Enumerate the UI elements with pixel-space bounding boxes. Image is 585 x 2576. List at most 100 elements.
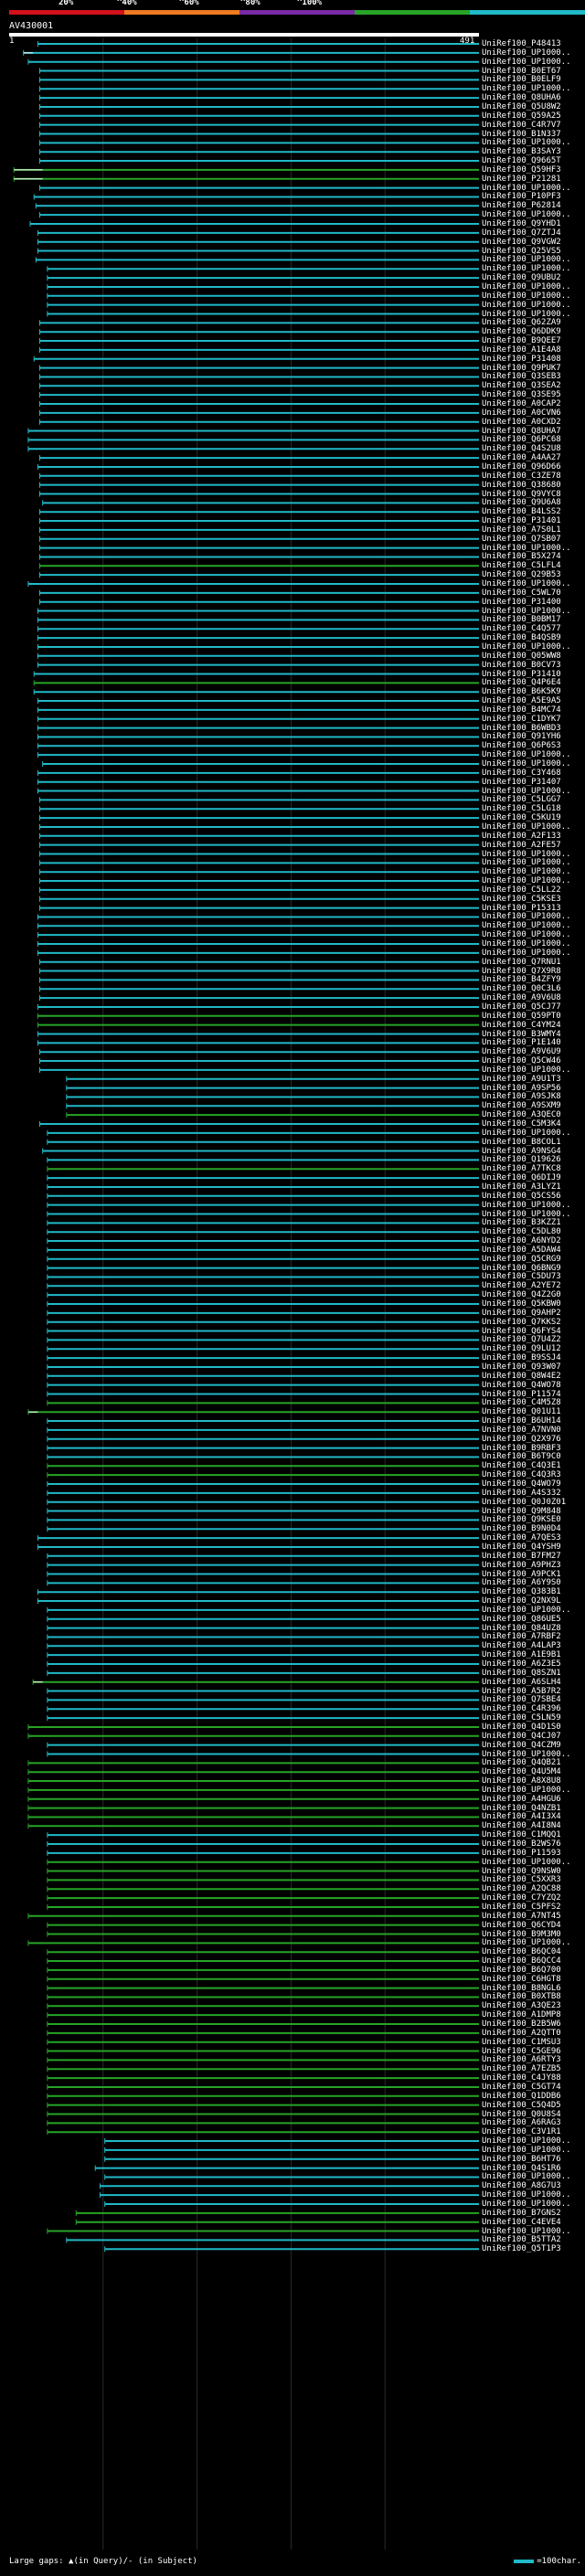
hit-track[interactable]: [38, 77, 479, 83]
hit-label[interactable]: UniRef100_UP1000..: [482, 948, 571, 958]
hit-label[interactable]: UniRef100_Q9665T: [482, 156, 561, 166]
hit-label[interactable]: UniRef100_Q7SB07: [482, 534, 561, 544]
hit-track[interactable]: [47, 311, 479, 317]
hit-label[interactable]: UniRef100_UP1000..: [482, 255, 571, 265]
hit-track[interactable]: [38, 122, 479, 128]
hit-label[interactable]: UniRef100_UP1000..: [482, 822, 571, 832]
hit-track[interactable]: [47, 1895, 479, 1902]
hit-label[interactable]: UniRef100_UP1000..: [482, 2226, 571, 2236]
hit-label[interactable]: UniRef100_B4MC74: [482, 705, 561, 715]
hit-track[interactable]: [47, 1292, 479, 1299]
hit-track[interactable]: [47, 1661, 479, 1667]
hit-label[interactable]: UniRef100_C4Q577: [482, 624, 561, 634]
hit-track[interactable]: [104, 2246, 479, 2253]
hit-label[interactable]: UniRef100_Q05WW8: [482, 651, 561, 661]
hit-track[interactable]: [38, 599, 479, 605]
hit-track[interactable]: [38, 563, 479, 569]
hit-label[interactable]: UniRef100_UP1000..: [482, 48, 571, 58]
hit-label[interactable]: UniRef100_Q7U4Z2: [482, 1335, 561, 1345]
hit-track[interactable]: [47, 1670, 479, 1676]
hit-track[interactable]: [37, 662, 479, 668]
hit-track[interactable]: [47, 1706, 479, 1712]
hit-track[interactable]: [66, 1112, 479, 1118]
hit-track[interactable]: [47, 2039, 479, 2045]
hit-label[interactable]: UniRef100_Q5CRG9: [482, 1254, 561, 1264]
hit-track[interactable]: [38, 959, 479, 965]
hit-track[interactable]: [38, 986, 479, 992]
hit-track[interactable]: [38, 842, 479, 848]
hit-track[interactable]: [27, 1760, 479, 1766]
hit-label[interactable]: UniRef100_Q4NZB1: [482, 1803, 561, 1813]
hit-label[interactable]: UniRef100_Q4U5M4: [482, 1767, 561, 1777]
hit-label[interactable]: UniRef100_Q5T1P3: [482, 2244, 561, 2254]
hit-label[interactable]: UniRef100_UP1000..: [482, 1200, 571, 1210]
hit-label[interactable]: UniRef100_C5GT74: [482, 2082, 561, 2092]
hit-label[interactable]: UniRef100_UP1000..: [482, 849, 571, 859]
hit-track[interactable]: [38, 491, 479, 497]
hit-label[interactable]: UniRef100_B9N0D4: [482, 1524, 561, 1534]
hit-label[interactable]: UniRef100_UP1000..: [482, 1209, 571, 1219]
hit-label[interactable]: UniRef100_P15313: [482, 903, 561, 913]
hit-track[interactable]: [47, 1472, 479, 1479]
hit-track[interactable]: [47, 1193, 479, 1199]
hit-label[interactable]: UniRef100_B6QC04: [482, 1947, 561, 1957]
hit-track[interactable]: [37, 1040, 479, 1046]
hit-label[interactable]: UniRef100_Q9LU12: [482, 1344, 561, 1354]
hit-track[interactable]: [37, 725, 479, 731]
hit-track[interactable]: [47, 1994, 479, 2000]
hit-label[interactable]: UniRef100_Q84UZ8: [482, 1623, 561, 1633]
hit-label[interactable]: UniRef100_B0ELF9: [482, 75, 561, 85]
hit-track[interactable]: [47, 2228, 479, 2234]
hit-label[interactable]: UniRef100_Q9UBU2: [482, 273, 561, 283]
hit-track[interactable]: [47, 1949, 479, 1956]
hit-label[interactable]: UniRef100_B4ZFY9: [482, 975, 561, 985]
hit-track[interactable]: [38, 482, 479, 488]
hit-track[interactable]: [38, 112, 479, 119]
hit-label[interactable]: UniRef100_Q4YSH9: [482, 1542, 561, 1552]
hit-label[interactable]: UniRef100_C5LG18: [482, 804, 561, 814]
hit-label[interactable]: UniRef100_B9M3M0: [482, 1929, 561, 1939]
hit-track[interactable]: [38, 509, 479, 515]
hit-track[interactable]: [47, 292, 479, 299]
hit-track[interactable]: [37, 1535, 479, 1542]
hit-track[interactable]: [38, 1058, 479, 1065]
hit-track[interactable]: [27, 58, 479, 65]
hit-track[interactable]: [27, 437, 479, 443]
hit-track[interactable]: [37, 932, 479, 938]
hit-track[interactable]: [47, 1580, 479, 1586]
hit-label[interactable]: UniRef100_B9RBF3: [482, 1443, 561, 1453]
hit-track[interactable]: [47, 2129, 479, 2136]
hit-label[interactable]: UniRef100_UP1000..: [482, 2200, 571, 2209]
hit-track[interactable]: [38, 392, 479, 398]
hit-label[interactable]: UniRef100_C5DL80: [482, 1227, 561, 1237]
hit-track[interactable]: [38, 338, 479, 345]
hit-label[interactable]: UniRef100_A8X8U8: [482, 1776, 561, 1786]
hit-track[interactable]: [47, 1418, 479, 1425]
hit-label[interactable]: UniRef100_Q6P6S3: [482, 741, 561, 751]
hit-label[interactable]: UniRef100_A0CVN6: [482, 408, 561, 418]
hit-label[interactable]: UniRef100_B5X274: [482, 552, 561, 562]
hit-label[interactable]: UniRef100_UP1000..: [482, 759, 571, 769]
hit-track[interactable]: [47, 1571, 479, 1577]
hit-label[interactable]: UniRef100_B4QSB9: [482, 633, 561, 643]
hit-track[interactable]: [47, 1256, 479, 1262]
hit-label[interactable]: UniRef100_A4S332: [482, 1488, 561, 1498]
hit-label[interactable]: UniRef100_UP1000..: [482, 1857, 571, 1867]
hit-track[interactable]: [38, 140, 479, 146]
hit-track[interactable]: [33, 689, 479, 695]
hit-track[interactable]: [37, 617, 479, 623]
hit-track[interactable]: [27, 1769, 479, 1776]
hit-label[interactable]: UniRef100_B6Q700: [482, 1965, 561, 1975]
hit-label[interactable]: UniRef100_C5LL22: [482, 885, 561, 895]
hit-track[interactable]: [38, 905, 479, 911]
hit-label[interactable]: UniRef100_A7TKC8: [482, 1164, 561, 1174]
hit-label[interactable]: UniRef100_P21281: [482, 174, 561, 184]
hit-track[interactable]: [47, 1634, 479, 1640]
hit-label[interactable]: UniRef100_Q8SZN1: [482, 1668, 561, 1678]
hit-track[interactable]: [47, 266, 479, 272]
hit-track[interactable]: [47, 1436, 479, 1442]
hit-track[interactable]: [38, 797, 479, 803]
hit-label[interactable]: UniRef100_A7NT45: [482, 1911, 561, 1921]
hit-label[interactable]: UniRef100_UP1000..: [482, 1065, 571, 1075]
hit-label[interactable]: UniRef100_Q6PC68: [482, 435, 561, 445]
